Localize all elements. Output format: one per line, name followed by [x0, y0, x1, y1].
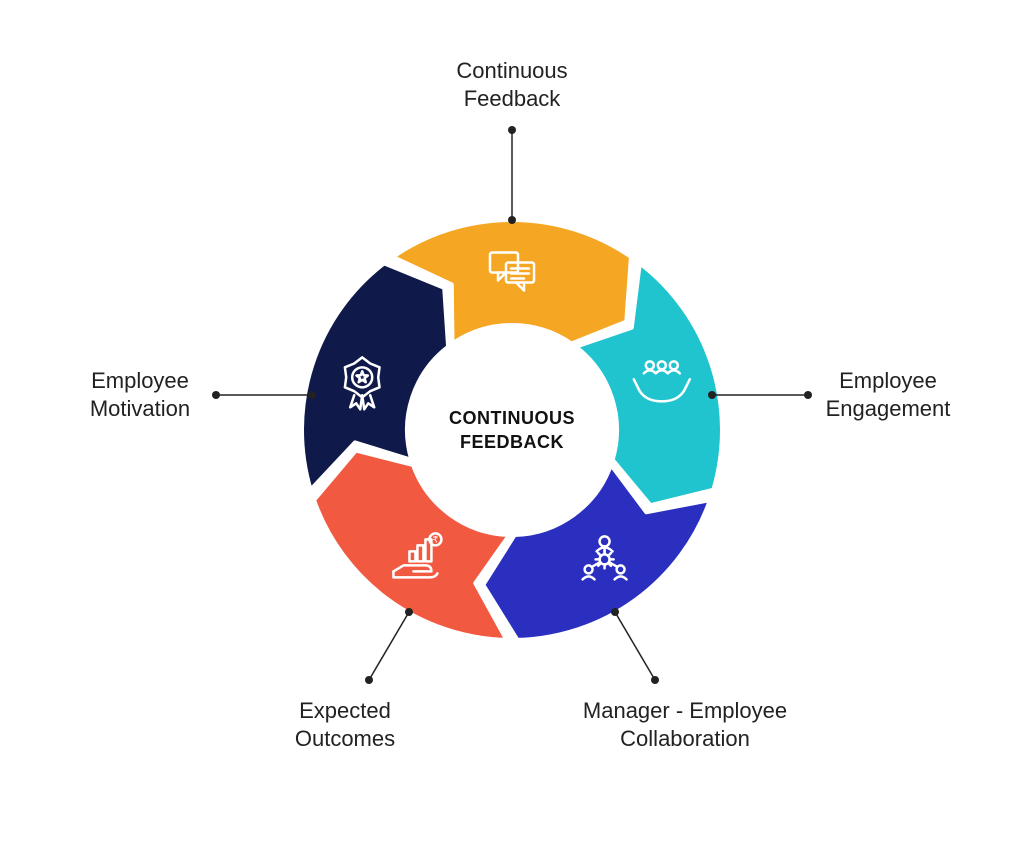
svg-text:₹: ₹ [433, 534, 439, 544]
leader-dot-outer-employee-engagement [804, 391, 812, 399]
leader-dot-inner-continuous-feedback [508, 216, 516, 224]
continuous-feedback-diagram: CONTINUOUS FEEDBACK ₹ Continuous Feedback Emp… [0, 0, 1024, 843]
label-employee-motivation-line1: Employee [91, 368, 189, 393]
center-title-line2: FEEDBACK [460, 432, 564, 452]
leader-dot-outer-employee-motivation [212, 391, 220, 399]
label-employee-engagement-line1: Employee [839, 368, 937, 393]
label-employee-motivation-line2: Motivation [90, 396, 190, 421]
label-manager-employee-collaboration-line1: Manager - Employee [583, 698, 787, 723]
center-circle [407, 325, 617, 535]
label-continuous-feedback-line2: Feedback [464, 86, 562, 111]
leader-dot-outer-continuous-feedback [508, 126, 516, 134]
label-expected-outcomes-line1: Expected [299, 698, 391, 723]
label-manager-employee-collaboration-line2: Collaboration [620, 726, 750, 751]
leader-dot-inner-employee-engagement [708, 391, 716, 399]
label-expected-outcomes-line2: Outcomes [295, 726, 395, 751]
label-employee-engagement-line2: Engagement [826, 396, 951, 421]
center-title-line1: CONTINUOUS [449, 408, 575, 428]
leader-dot-inner-employee-motivation [308, 391, 316, 399]
leader-dot-inner-manager-employee-collaboration [611, 608, 619, 616]
label-continuous-feedback-line1: Continuous [456, 58, 567, 83]
leader-dot-inner-expected-outcomes [405, 608, 413, 616]
leader-dot-outer-expected-outcomes [365, 676, 373, 684]
leader-dot-outer-manager-employee-collaboration [651, 676, 659, 684]
